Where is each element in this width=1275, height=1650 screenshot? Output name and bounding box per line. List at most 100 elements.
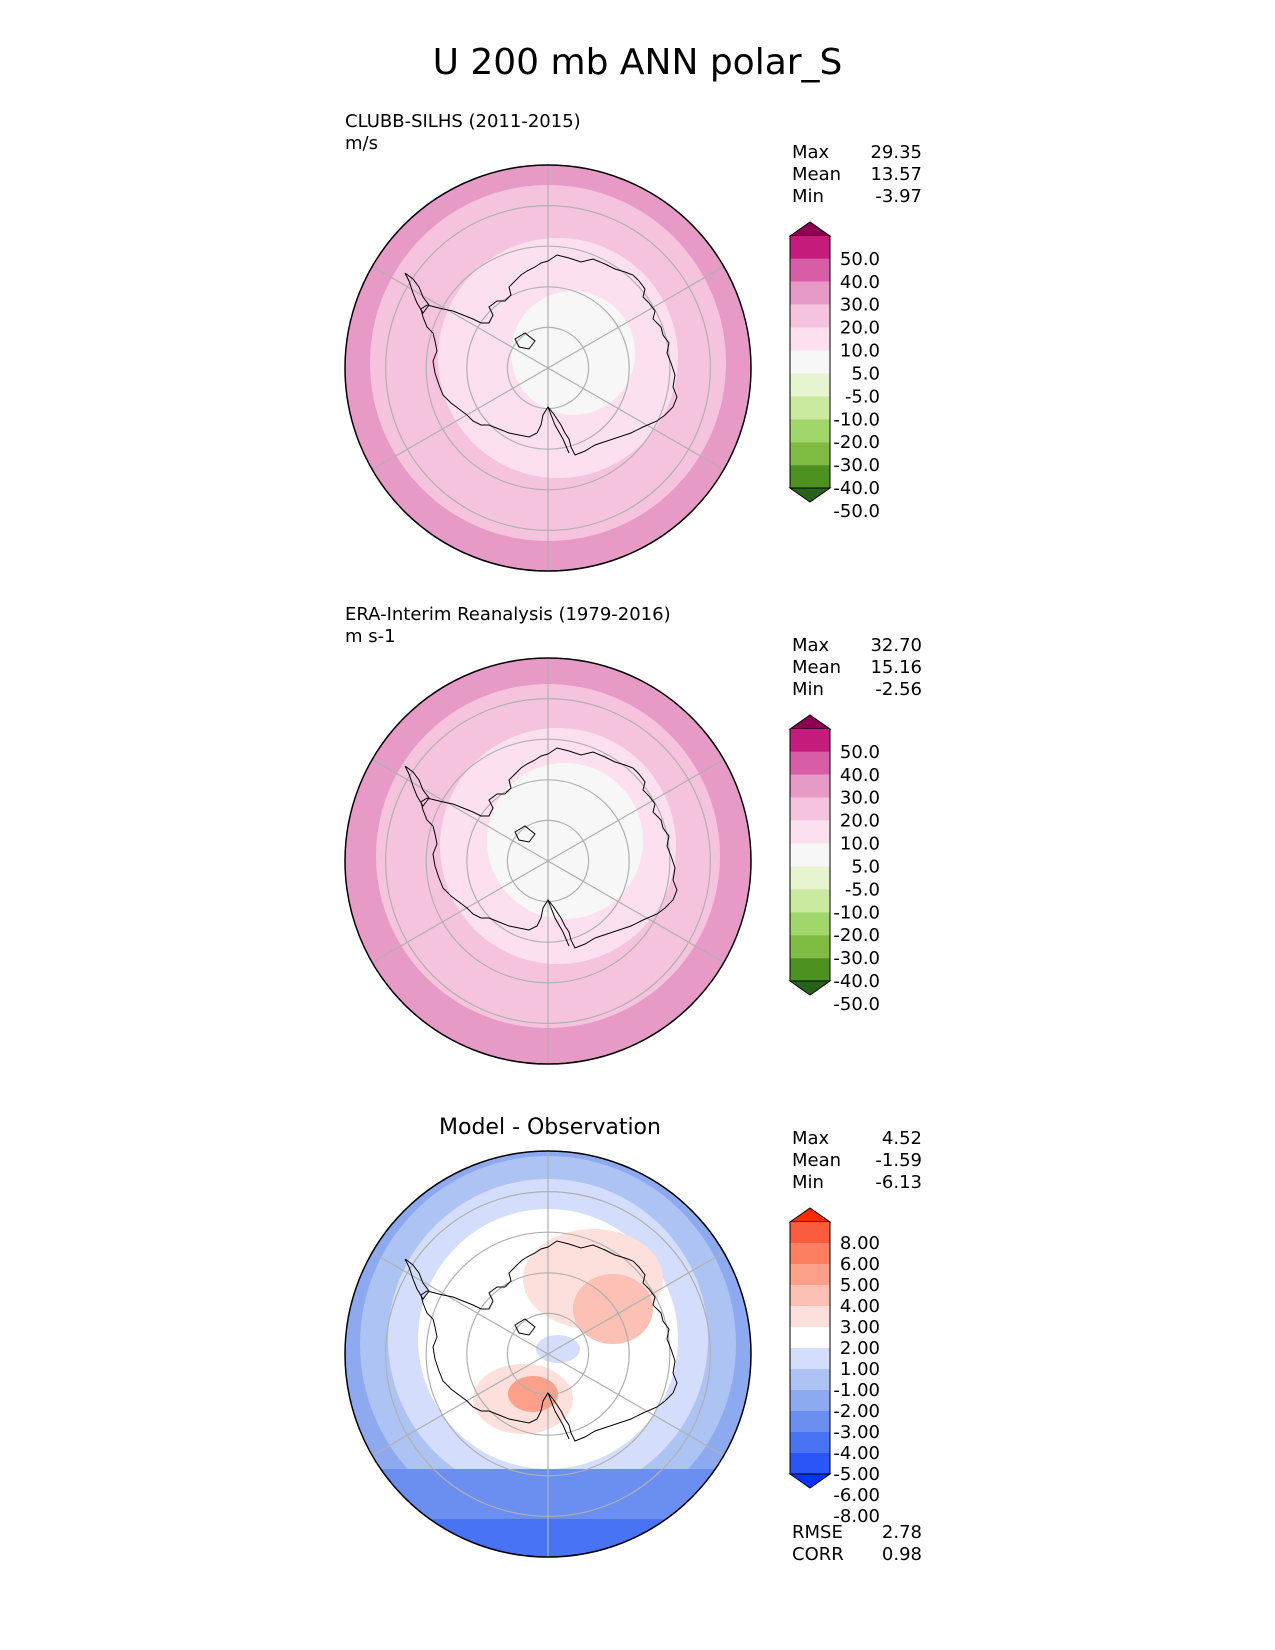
panel-1-colorbar-tick-label: 30.0 — [840, 295, 880, 316]
panel-3-contour — [573, 1274, 653, 1344]
panel-3-colorbar-extend-top — [788, 1207, 832, 1223]
panel-2-colorbar-band — [790, 729, 830, 752]
panel-2-colorbar-band — [790, 820, 830, 844]
panel-1-colorbar-tick-label: 10.0 — [840, 341, 880, 362]
panel-1-colorbar-band — [790, 236, 830, 259]
panel-3-min: -6.13 — [875, 1172, 922, 1193]
panel-3-corr: 0.98 — [881, 1544, 922, 1565]
panel-1-colorbar: 50.040.030.020.010.05.0-5.0-10.0-20.0-30… — [788, 221, 880, 522]
panel-3-colorbar-band — [790, 1390, 830, 1411]
panel-3-colorbar-band — [790, 1327, 830, 1348]
panel-2-units: m s-1 — [345, 626, 396, 647]
panel-3-colorbar-band — [790, 1285, 830, 1306]
panel-3-colorbar-tick-label: 4.00 — [840, 1296, 880, 1317]
panel-3-colorbar-band — [790, 1348, 830, 1369]
panel-2-colorbar-tick-label: 20.0 — [840, 811, 880, 832]
panel-3-colorbar-tick-label: -5.00 — [833, 1464, 880, 1485]
panel-1-units: m/s — [345, 133, 378, 154]
panel-1-colorbar-band — [790, 304, 830, 328]
panel-2-colorbar-band — [790, 751, 830, 775]
meridian-line — [371, 1251, 725, 1457]
panel-1-colorbar-tick-label: -50.0 — [833, 501, 880, 522]
figure-title: U 200 mb ANN polar_S — [432, 42, 843, 83]
panel-1-colorbar-band — [790, 465, 830, 488]
panel-2-colorbar-tick-label: -50.0 — [833, 994, 880, 1015]
panel-3-colorbar-band — [790, 1243, 830, 1264]
panel-1-colorbar-tick-label: 5.0 — [851, 363, 880, 384]
meridian-line — [371, 758, 725, 964]
panel-1-polar-map — [344, 164, 752, 572]
panel-2-colorbar: 50.040.030.020.010.05.0-5.0-10.0-20.0-30… — [788, 714, 880, 1015]
panel-2-colorbar-band — [790, 935, 830, 959]
panel-2-colorbar-tick-label: -5.0 — [845, 879, 880, 900]
panel-2-colorbar-tick-label: 5.0 — [851, 856, 880, 877]
panel-3-colorbar-band — [790, 1222, 830, 1243]
panel-1-colorbar-tick-label: 40.0 — [840, 272, 880, 293]
panel-1-colorbar-band — [790, 396, 830, 420]
panel-1-colorbar-band — [790, 373, 830, 397]
panel-2-colorbar-tick-label: -30.0 — [833, 948, 880, 969]
panel-1-graticule — [371, 165, 725, 571]
panel-1-colorbar-band — [790, 258, 830, 282]
panel-3-colorbar-extend-bot — [788, 1473, 832, 1489]
panel-1-colorbar-tick-label: -20.0 — [833, 432, 880, 453]
panel-3-colorbar-outline — [789, 1222, 831, 1474]
panel-2-colorbar-band — [790, 912, 830, 936]
panel-2-colorbar-band — [790, 889, 830, 913]
panel-1-colorbar-tick-label: 50.0 — [840, 249, 880, 270]
panel-1-colorbar-tick-label: -5.0 — [845, 386, 880, 407]
panel-2-header: ERA-Interim Reanalysis (1979-2016) m s-1 — [345, 604, 671, 648]
panel-2-stats: Max 32.70 Mean 15.16 Min -2.56 — [792, 635, 922, 700]
panel-2-colorbar-tick-label: -10.0 — [833, 902, 880, 923]
panel-3-colorbar-band — [790, 1264, 830, 1285]
panel-1-colorbar-extend-bot — [788, 487, 832, 503]
panel-1-mean: 13.57 — [870, 164, 922, 185]
panel-2-colorbar-tick-label: 10.0 — [840, 834, 880, 855]
panel-3-colorbar-tick-label: -4.00 — [833, 1443, 880, 1464]
panel-1-stats: Max 29.35 Mean 13.57 Min -3.97 — [792, 142, 922, 207]
panel-3-rmse: 2.78 — [881, 1522, 922, 1543]
panel-2-polar-map — [344, 657, 752, 1065]
panel-2-max: 32.70 — [870, 635, 922, 656]
panel-1-colorbar-tick-label: -10.0 — [833, 409, 880, 430]
panel-2-boundary — [344, 657, 752, 1065]
panel-2-mean: 15.16 — [870, 657, 922, 678]
panel-2-colorbar-band — [790, 774, 830, 798]
panel-3-colorbar-band — [790, 1306, 830, 1327]
panel-3-colorbar: 8.006.005.004.003.002.001.00-1.00-2.00-3… — [788, 1207, 880, 1527]
panel-1-colorbar-band — [790, 281, 830, 305]
panel-3-colorbar-tick-label: -3.00 — [833, 1422, 880, 1443]
panel-1-header: CLUBB-SILHS (2011-2015) m/s — [345, 111, 581, 155]
panel-3-title: Model - Observation — [439, 1115, 661, 1140]
panel-2-min: -2.56 — [875, 679, 922, 700]
meridian-line — [371, 265, 725, 471]
panel-3-colorbar-band — [790, 1432, 830, 1453]
panel-1-boundary — [344, 164, 752, 572]
panel-1-colorbar-tick-label: -30.0 — [833, 455, 880, 476]
panel-3-colorbar-tick-label: 5.00 — [840, 1275, 880, 1296]
panel-2-colorbar-band — [790, 866, 830, 890]
panel-2-colorbar-band — [790, 843, 830, 867]
panel-2-colorbar-band — [790, 958, 830, 981]
panel-2-colorbar-band — [790, 797, 830, 821]
panel-1-colorbar-band — [790, 327, 830, 351]
panel-3-boundary — [344, 1150, 752, 1558]
panel-3-stats: Max 4.52 Mean -1.59 Min -6.13 — [792, 1128, 922, 1193]
panel-1-min: -3.97 — [875, 186, 922, 207]
panel-3-colorbar-tick-label: 1.00 — [840, 1359, 880, 1380]
panel-3-colorbar-band — [790, 1411, 830, 1432]
panel-3-max: 4.52 — [881, 1128, 922, 1149]
panel-3-colorbar-tick-label: -1.00 — [833, 1380, 880, 1401]
panel-2-colorbar-tick-label: 50.0 — [840, 742, 880, 763]
panel-3-colorbar-tick-label: -2.00 — [833, 1401, 880, 1422]
panel-3-colorbar-tick-label: 2.00 — [840, 1338, 880, 1359]
panel-2-colorbar-extend-bot — [788, 980, 832, 996]
panel-3-metrics: RMSE 2.78 CORR 0.98 — [792, 1522, 922, 1565]
panel-3-contour — [508, 1376, 558, 1412]
panel-2-colorbar-extend-top — [788, 714, 832, 730]
panel-1-max: 29.35 — [870, 142, 922, 163]
panel-3-colorbar-tick-label: 8.00 — [840, 1233, 880, 1254]
panel-2-graticule — [371, 658, 725, 1064]
panel-2-colorbar-tick-label: -40.0 — [833, 971, 880, 992]
panel-1-colorbar-band — [790, 442, 830, 466]
